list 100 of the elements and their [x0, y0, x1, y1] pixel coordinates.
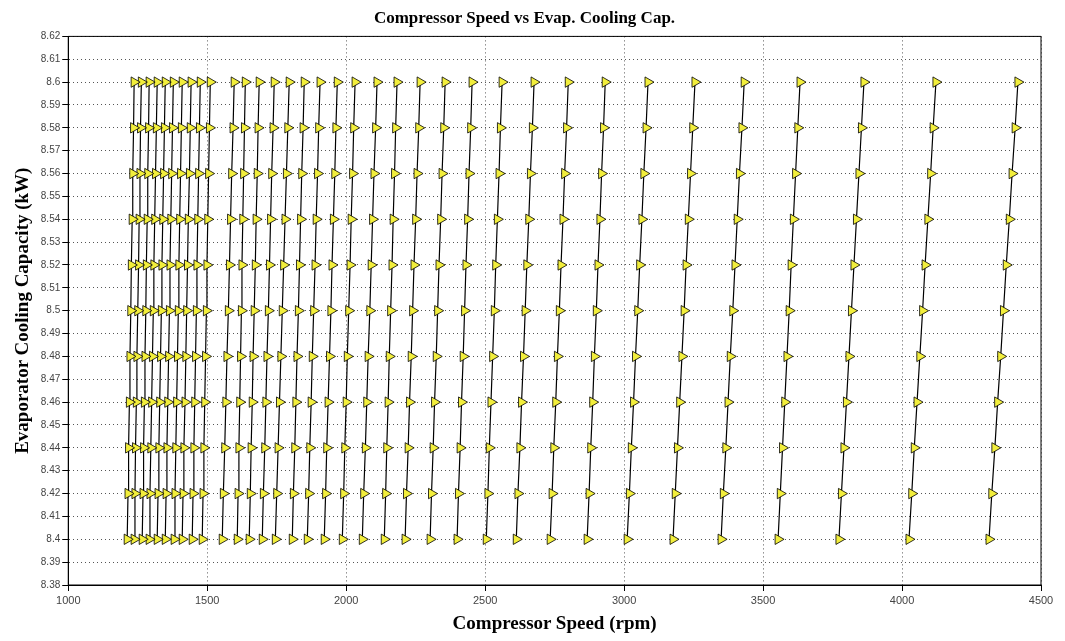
- y-tick-label: 8.52: [40, 258, 61, 270]
- point: [632, 350, 642, 363]
- point: [182, 350, 193, 363]
- point: [458, 396, 468, 408]
- y-tick-label: 8.39: [40, 555, 61, 567]
- point: [159, 213, 170, 225]
- point: [294, 305, 305, 317]
- point: [387, 305, 398, 317]
- point: [724, 396, 735, 408]
- point: [406, 396, 416, 408]
- point: [170, 533, 181, 545]
- point: [731, 259, 742, 271]
- point: [796, 76, 807, 88]
- point: [270, 76, 281, 88]
- point: [432, 350, 443, 363]
- point: [202, 305, 213, 317]
- point: [385, 350, 396, 363]
- point: [247, 442, 258, 454]
- point: [482, 533, 493, 545]
- point: [910, 442, 921, 454]
- point: [589, 396, 600, 408]
- point: [358, 533, 369, 545]
- point: [308, 350, 319, 363]
- point: [123, 533, 134, 545]
- point: [311, 259, 322, 271]
- x-tick-label: 3500: [750, 593, 776, 606]
- point: [327, 305, 338, 317]
- point: [838, 487, 848, 500]
- point: [163, 442, 174, 454]
- point: [563, 122, 573, 134]
- point: [441, 76, 452, 88]
- point: [351, 76, 362, 88]
- point: [184, 259, 194, 271]
- x-axis-title: Compressor Speed (rpm): [452, 611, 657, 634]
- point: [154, 487, 165, 500]
- point: [594, 259, 605, 271]
- point: [779, 442, 789, 454]
- point: [453, 533, 464, 545]
- point: [343, 350, 354, 363]
- point: [266, 259, 276, 271]
- y-tick-label: 8.55: [40, 190, 61, 202]
- point: [416, 76, 427, 88]
- point: [196, 76, 207, 88]
- point: [144, 167, 155, 180]
- point: [550, 442, 561, 454]
- y-tick-label: 8.5: [46, 304, 61, 316]
- point: [487, 396, 498, 408]
- point: [157, 350, 167, 363]
- point: [792, 167, 802, 180]
- point: [127, 259, 138, 271]
- y-tick-label: 8.62: [40, 30, 61, 42]
- x-tick-label: 4500: [1028, 593, 1054, 606]
- point: [181, 396, 192, 408]
- point: [776, 487, 787, 500]
- point: [258, 533, 269, 545]
- point: [413, 167, 424, 180]
- y-tick-label: 8.6: [46, 75, 61, 87]
- point: [253, 167, 264, 180]
- point: [671, 487, 682, 500]
- y-tick-label: 8.53: [40, 235, 61, 247]
- point: [252, 213, 263, 225]
- point: [189, 487, 200, 500]
- point: [583, 533, 594, 545]
- point: [426, 533, 437, 545]
- point: [331, 167, 342, 180]
- chart-title: Compressor Speed vs Evap. Cooling Cap.: [373, 7, 676, 27]
- point: [514, 487, 525, 500]
- point: [740, 76, 751, 88]
- point: [196, 122, 206, 134]
- point: [682, 259, 693, 271]
- point: [291, 442, 302, 454]
- point: [183, 305, 194, 317]
- point: [126, 396, 136, 408]
- point: [148, 396, 159, 408]
- point: [187, 76, 198, 88]
- point: [280, 259, 291, 271]
- point: [274, 442, 285, 454]
- point: [835, 533, 846, 545]
- point: [369, 213, 379, 225]
- point: [627, 442, 638, 454]
- point: [307, 396, 318, 408]
- point: [1011, 122, 1022, 134]
- point: [642, 122, 653, 134]
- point: [153, 533, 164, 545]
- point: [186, 122, 197, 134]
- point: [687, 167, 697, 180]
- y-tick-label: 8.45: [40, 418, 61, 430]
- point: [305, 487, 316, 500]
- point: [367, 259, 378, 271]
- point: [310, 305, 321, 317]
- point: [361, 442, 372, 454]
- point: [140, 442, 150, 454]
- point: [492, 259, 503, 271]
- point: [300, 76, 311, 88]
- point: [985, 533, 996, 545]
- point: [783, 350, 794, 363]
- point: [293, 350, 304, 363]
- point: [991, 442, 1002, 454]
- point: [139, 487, 150, 500]
- point: [193, 259, 204, 271]
